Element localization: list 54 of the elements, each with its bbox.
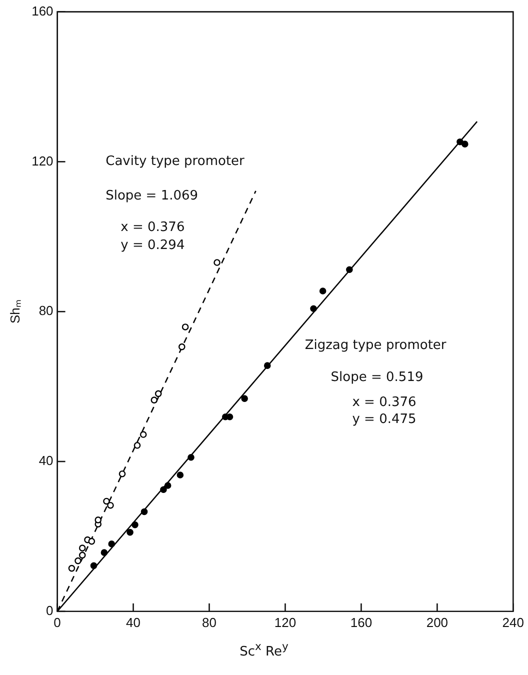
annotation: Slope = 0.519 (330, 370, 424, 385)
point (182, 324, 189, 330)
point (164, 482, 172, 489)
x-axis-title: Sc$^{x}$ Re$^{y}$ (238, 640, 290, 660)
point (176, 472, 184, 478)
y-tick-label: 160 (32, 3, 54, 18)
point (78, 552, 86, 559)
point (108, 540, 116, 548)
point (100, 549, 108, 556)
point (103, 498, 110, 505)
x-tick-label: 160 (350, 614, 372, 630)
annotation: Slope = 1.069 (106, 188, 198, 204)
point (154, 390, 162, 398)
point (126, 528, 134, 536)
point (241, 395, 248, 402)
y-tick-label: 80 (38, 303, 54, 318)
y-tick-label: 0 (46, 602, 54, 618)
annotation: Zigzag type promoter (304, 338, 447, 354)
point (107, 502, 114, 509)
annotation: x = 0.376 (120, 220, 185, 236)
point (319, 288, 326, 294)
point (264, 362, 271, 369)
annotation: y = 0.294 (120, 238, 185, 254)
point (132, 521, 138, 528)
x-tick-label: 240 (502, 614, 524, 630)
point (74, 557, 82, 564)
y-axis-title: Shₘ (7, 300, 22, 324)
point (88, 538, 96, 545)
point (188, 454, 194, 461)
x-tick-label: 80 (202, 614, 216, 630)
y-tick-label: 40 (38, 453, 54, 468)
point (118, 470, 126, 478)
point (94, 516, 102, 524)
annotation: x = 0.376 (352, 395, 416, 410)
point (310, 305, 317, 312)
point (346, 266, 353, 274)
point (160, 486, 167, 494)
x-tick-label: 40 (126, 614, 140, 630)
x-tick-label: 200 (426, 614, 448, 630)
point (90, 562, 98, 570)
point (68, 564, 76, 572)
point (78, 544, 86, 552)
point (214, 259, 220, 266)
point (134, 442, 141, 449)
point (150, 396, 158, 404)
point (140, 508, 148, 516)
annotation: Cavity type promoter (106, 154, 246, 170)
x-tick-label: 120 (274, 614, 296, 630)
point (462, 140, 468, 148)
point (456, 138, 464, 146)
annotation: y = 0.475 (352, 412, 416, 427)
point (140, 431, 147, 438)
y-tick-label: 120 (32, 153, 54, 168)
point (178, 343, 186, 350)
